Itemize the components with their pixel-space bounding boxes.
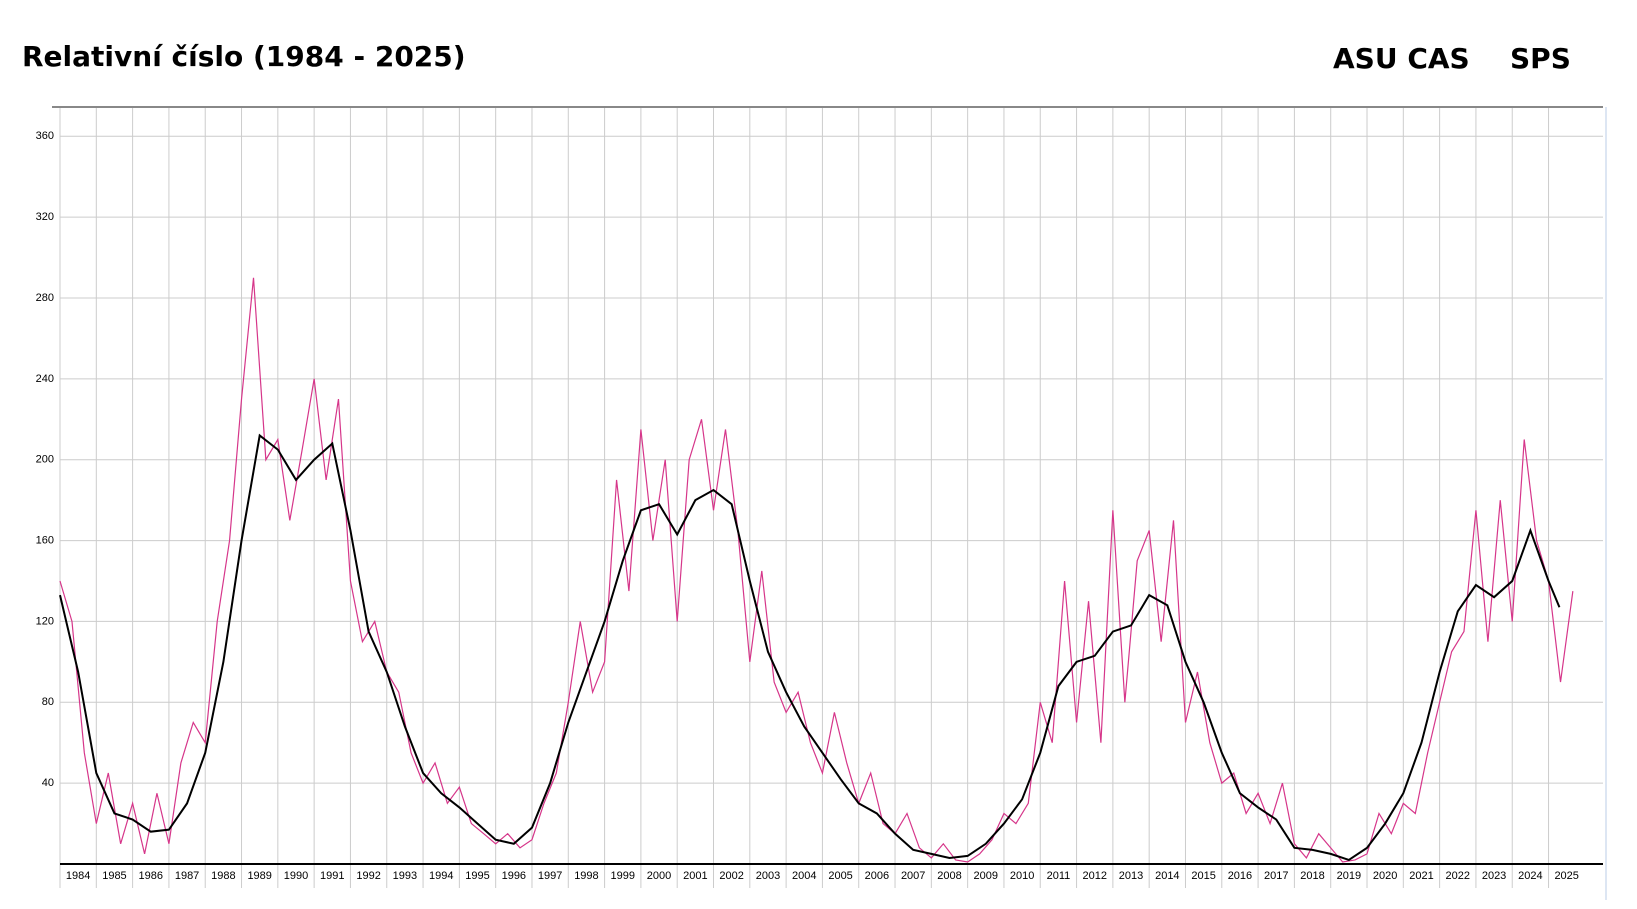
x-tick-label: 2003 bbox=[756, 870, 780, 882]
x-tick-label: 2006 bbox=[865, 870, 889, 882]
y-tick-label: 280 bbox=[36, 292, 54, 304]
y-tick-label: 120 bbox=[36, 615, 54, 627]
x-tick-label: 1984 bbox=[66, 870, 90, 882]
x-tick-label: 2007 bbox=[901, 870, 925, 882]
y-tick-label: 80 bbox=[42, 696, 54, 708]
x-tick-label: 1994 bbox=[429, 870, 453, 882]
x-tick-label: 2009 bbox=[974, 870, 998, 882]
source-label: ASU CAS bbox=[1333, 42, 1470, 75]
x-tick-label: 1986 bbox=[139, 870, 163, 882]
x-tick-label: 2013 bbox=[1119, 870, 1143, 882]
y-tick-label: 360 bbox=[36, 130, 54, 142]
x-tick-label: 2012 bbox=[1082, 870, 1106, 882]
x-tick-label: 2002 bbox=[719, 870, 743, 882]
y-tick-label: 240 bbox=[36, 373, 54, 385]
x-tick-label: 1997 bbox=[538, 870, 562, 882]
y-tick-label: 200 bbox=[36, 454, 54, 466]
x-tick-label: 1987 bbox=[175, 870, 199, 882]
x-tick-label: 2005 bbox=[828, 870, 852, 882]
x-tick-label: 2001 bbox=[683, 870, 707, 882]
x-tick-label: 2008 bbox=[937, 870, 961, 882]
x-tick-label: 2011 bbox=[1047, 870, 1071, 882]
x-tick-label: 1992 bbox=[356, 870, 380, 882]
x-tick-label: 2019 bbox=[1337, 870, 1361, 882]
x-tick-label: 2004 bbox=[792, 870, 816, 882]
x-tick-label: 1988 bbox=[211, 870, 235, 882]
x-tick-label: 1998 bbox=[574, 870, 598, 882]
series-line bbox=[59, 277, 1574, 863]
x-tick-label: 2021 bbox=[1409, 870, 1433, 882]
x-tick-label: 2022 bbox=[1446, 870, 1470, 882]
x-tick-label: 2018 bbox=[1300, 870, 1324, 882]
x-tick-label: 2024 bbox=[1518, 870, 1542, 882]
y-tick-label: 160 bbox=[36, 534, 54, 546]
x-tick-label: 1990 bbox=[284, 870, 308, 882]
series-line bbox=[59, 433, 1561, 862]
x-tick-label: 1993 bbox=[393, 870, 417, 882]
chart-title: Relativní číslo (1984 - 2025) bbox=[22, 40, 466, 73]
x-tick-label: 2023 bbox=[1482, 870, 1506, 882]
x-tick-label: 2025 bbox=[1554, 870, 1578, 882]
subtitle: SPS bbox=[1510, 42, 1571, 75]
x-tick-label: 2014 bbox=[1155, 870, 1179, 882]
x-tick-label: 1989 bbox=[247, 870, 271, 882]
x-tick-label: 2020 bbox=[1373, 870, 1397, 882]
x-tick-label: 1985 bbox=[102, 870, 126, 882]
x-tick-label: 2015 bbox=[1191, 870, 1215, 882]
x-tick-label: 2017 bbox=[1264, 870, 1288, 882]
x-tick-label: 1999 bbox=[610, 870, 634, 882]
x-tick-label: 1996 bbox=[502, 870, 526, 882]
x-tick-label: 1995 bbox=[465, 870, 489, 882]
y-tick-label: 40 bbox=[42, 777, 54, 789]
x-tick-label: 2000 bbox=[647, 870, 671, 882]
x-tick-label: 2010 bbox=[1010, 870, 1034, 882]
x-tick-label: 1991 bbox=[320, 870, 344, 882]
x-tick-label: 2016 bbox=[1228, 870, 1252, 882]
y-tick-label: 320 bbox=[36, 211, 54, 223]
